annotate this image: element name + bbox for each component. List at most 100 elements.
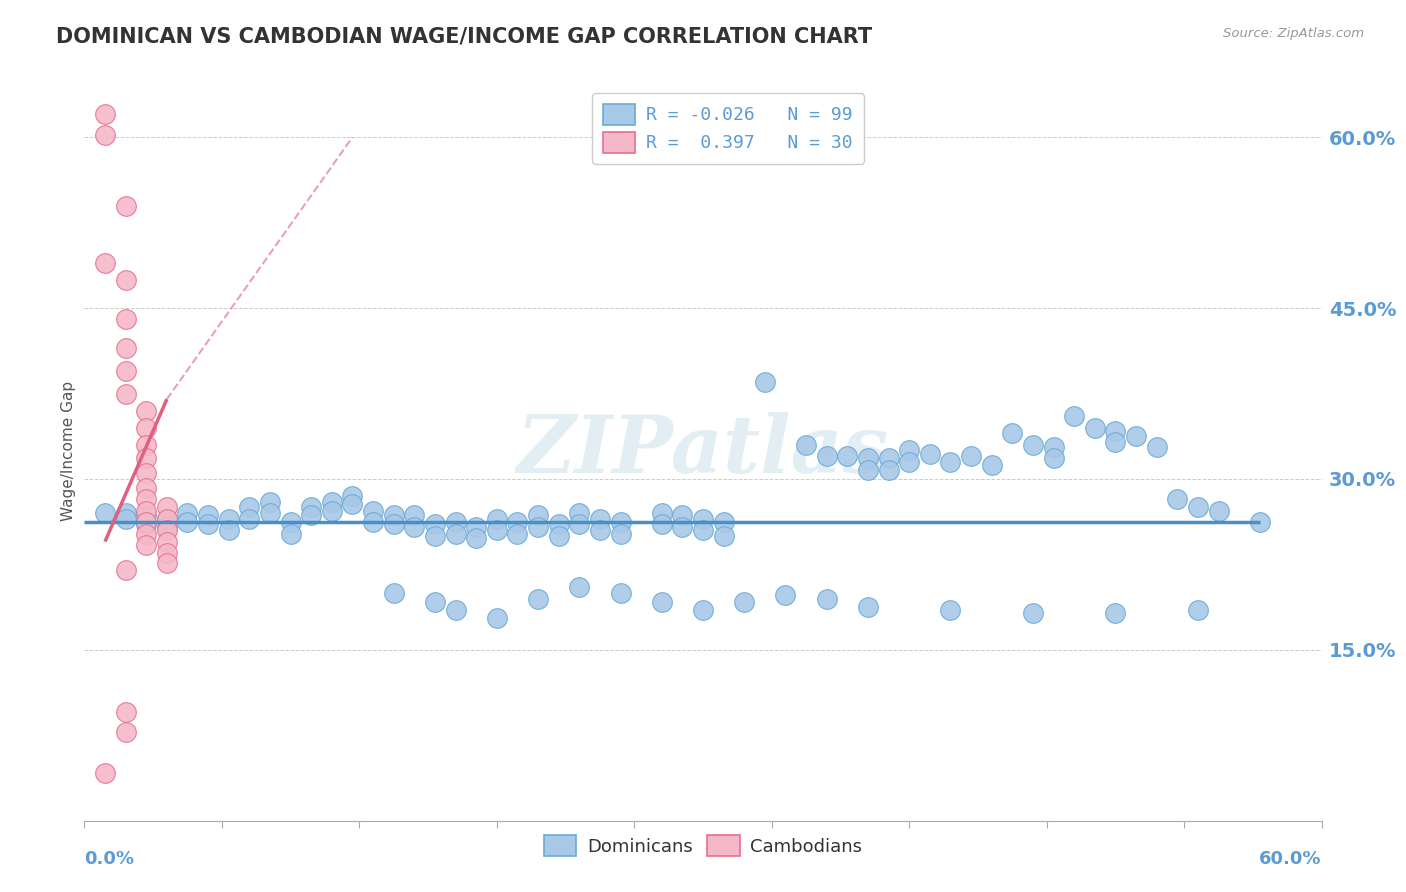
Point xyxy=(156,556,179,570)
Point xyxy=(547,529,569,543)
Point xyxy=(218,523,240,537)
Point xyxy=(815,591,838,606)
Point xyxy=(259,506,281,520)
Point xyxy=(527,508,550,523)
Point xyxy=(114,706,136,720)
Point xyxy=(176,506,198,520)
Point xyxy=(156,500,179,515)
Point xyxy=(1104,607,1126,621)
Point xyxy=(382,586,405,600)
Point xyxy=(794,438,817,452)
Point xyxy=(733,595,755,609)
Point xyxy=(609,515,631,529)
Point xyxy=(651,506,673,520)
Point xyxy=(527,591,550,606)
Point xyxy=(485,611,508,625)
Point xyxy=(877,463,900,477)
Text: ZIPatlas: ZIPatlas xyxy=(517,412,889,489)
Point xyxy=(506,526,529,541)
Point xyxy=(299,508,322,523)
Point xyxy=(1208,504,1230,518)
Point xyxy=(754,375,776,389)
Point xyxy=(321,504,343,518)
Point xyxy=(114,312,136,326)
Point xyxy=(898,443,921,458)
Point xyxy=(506,515,529,529)
Point xyxy=(939,603,962,617)
Point xyxy=(135,403,157,417)
Point xyxy=(156,546,179,560)
Point xyxy=(114,272,136,286)
Point xyxy=(692,523,714,537)
Point xyxy=(135,451,157,466)
Point xyxy=(94,107,117,121)
Point xyxy=(135,517,157,532)
Point xyxy=(856,451,879,466)
Point xyxy=(877,451,900,466)
Point xyxy=(321,494,343,508)
Point xyxy=(960,449,983,463)
Point xyxy=(589,523,612,537)
Point xyxy=(1022,438,1045,452)
Point xyxy=(1084,420,1107,434)
Point xyxy=(114,512,136,526)
Point xyxy=(114,724,136,739)
Point xyxy=(444,526,467,541)
Point xyxy=(238,512,260,526)
Point xyxy=(361,504,384,518)
Legend: Dominicans, Cambodians: Dominicans, Cambodians xyxy=(536,828,870,863)
Point xyxy=(692,512,714,526)
Point xyxy=(815,449,838,463)
Point xyxy=(114,364,136,378)
Text: DOMINICAN VS CAMBODIAN WAGE/INCOME GAP CORRELATION CHART: DOMINICAN VS CAMBODIAN WAGE/INCOME GAP C… xyxy=(56,27,872,46)
Point xyxy=(423,517,446,532)
Point xyxy=(671,508,693,523)
Point xyxy=(609,526,631,541)
Point xyxy=(423,529,446,543)
Point xyxy=(114,198,136,212)
Point xyxy=(671,520,693,534)
Point xyxy=(197,517,219,532)
Point xyxy=(856,599,879,614)
Point xyxy=(568,517,591,532)
Point xyxy=(775,588,797,602)
Point xyxy=(1042,440,1064,454)
Point xyxy=(1063,409,1085,424)
Point xyxy=(856,463,879,477)
Point xyxy=(156,512,179,526)
Point xyxy=(299,500,322,515)
Point xyxy=(156,520,179,534)
Point xyxy=(114,563,136,577)
Point xyxy=(135,504,157,518)
Point xyxy=(568,506,591,520)
Point xyxy=(651,517,673,532)
Point xyxy=(382,508,405,523)
Point xyxy=(404,508,426,523)
Point xyxy=(114,386,136,401)
Point xyxy=(527,520,550,534)
Point xyxy=(156,512,179,526)
Point xyxy=(568,580,591,594)
Point xyxy=(939,455,962,469)
Point xyxy=(898,455,921,469)
Point xyxy=(197,508,219,523)
Point xyxy=(280,526,302,541)
Point xyxy=(1166,492,1188,507)
Text: Source: ZipAtlas.com: Source: ZipAtlas.com xyxy=(1223,27,1364,40)
Text: 60.0%: 60.0% xyxy=(1260,850,1322,868)
Point xyxy=(465,520,488,534)
Point xyxy=(1042,451,1064,466)
Point xyxy=(1001,426,1024,441)
Point xyxy=(547,517,569,532)
Point xyxy=(218,512,240,526)
Point xyxy=(135,538,157,552)
Point xyxy=(404,520,426,534)
Point xyxy=(1187,603,1209,617)
Point xyxy=(1104,424,1126,438)
Point xyxy=(114,506,136,520)
Point xyxy=(713,515,735,529)
Point xyxy=(135,515,157,529)
Point xyxy=(135,481,157,495)
Point xyxy=(342,489,364,503)
Point xyxy=(1022,607,1045,621)
